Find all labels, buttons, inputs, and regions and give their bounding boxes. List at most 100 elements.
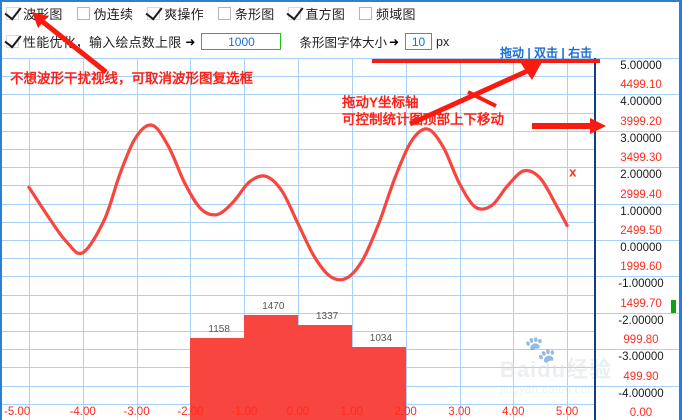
point-limit-input[interactable] [201, 33, 282, 50]
grid-vline [244, 58, 246, 420]
checkbox-bar-chart-box[interactable] [217, 7, 231, 20]
checkbox-waveform-box[interactable] [6, 7, 19, 20]
bar-font-size-input[interactable] [405, 33, 433, 50]
checkbox-frequency-domain-label: 频域图 [376, 7, 416, 22]
arrow-right-icon: ➜ [185, 34, 196, 49]
checkbox-histogram-box[interactable] [288, 7, 302, 20]
plot-area[interactable]: 1158 1470 1337 1034 x [2, 58, 594, 420]
toolbar: 波形图 伪连续 爽操作 条形图 直方图 频域图 [2, 2, 682, 58]
grid-vline [567, 58, 569, 420]
grid-vline [136, 58, 138, 420]
grid-hline [2, 203, 594, 205]
x-axis-tick-label: -2.00 [177, 406, 204, 418]
x-axis-tick-label: -3.00 [123, 406, 150, 418]
waveform-path [27, 123, 569, 282]
y-axis-gridline [596, 130, 682, 132]
checkbox-performance-optimization-label: 性能优化，输入绘点数上限 [23, 35, 182, 50]
y-axis-value-label: 0.00000 [620, 242, 662, 254]
checkbox-bar-chart[interactable]: 条形图 [217, 4, 275, 23]
y-axis-value-label: -4.00000 [618, 387, 664, 400]
x-axis-tick-label: -4.00 [69, 406, 96, 418]
checkbox-pseudo-continuous-box[interactable] [76, 7, 90, 20]
y-axis-value-label: 2.00000 [620, 169, 662, 182]
y-axis-drag-line[interactable] [594, 46, 596, 420]
checkbox-pseudo-continuous[interactable]: 伪连续 [76, 4, 134, 23]
link-sep-2: | [558, 46, 569, 60]
checkbox-pseudo-continuous-label: 伪连续 [93, 7, 134, 22]
grid-hline [2, 276, 594, 278]
checkbox-smooth-operation[interactable]: 爽操作 [147, 4, 204, 23]
checkbox-performance-optimization-box[interactable] [6, 35, 19, 48]
px-unit-label: px [436, 34, 450, 49]
y-axis-count-label: 2999.40 [620, 188, 662, 201]
y-axis-count-label: 2499.50 [620, 225, 662, 237]
arrow-right-icon-2: ➜ [388, 34, 400, 49]
annotation-red-bar [372, 59, 600, 63]
waveform-end-marker: x [569, 165, 577, 180]
x-axis-tick-label: -5.00 [4, 406, 31, 418]
y-axis-count-label: 499.90 [623, 370, 659, 383]
histogram-bars[interactable]: 1158 1470 1337 1034 [2, 58, 594, 420]
annotation-waveform-note: 不想波形干扰视线，可取消波形图复选框 [10, 71, 253, 86]
checkbox-bar-chart-label: 条形图 [234, 7, 275, 22]
y-axis-value-label: 3.00000 [620, 132, 662, 145]
grid-hline-minor [2, 76, 594, 78]
checkbox-histogram[interactable]: 直方图 [288, 4, 345, 23]
grid-vline [351, 58, 353, 420]
y-axis-panel[interactable]: 4999.005.000004499.104.000003999.203.000… [594, 43, 682, 420]
y-axis-count-label: 0.00 [629, 407, 653, 419]
y-axis-gridline [596, 167, 682, 169]
grid-hline [2, 240, 594, 241]
grid-vline [28, 58, 30, 420]
checkbox-performance-optimization[interactable]: 性能优化，输入绘点数上限 [6, 32, 181, 51]
y-axis-count-label: 4499.10 [620, 79, 662, 92]
grid-vline [298, 58, 299, 420]
histogram-bar[interactable] [351, 346, 406, 420]
grid-hline-minor [2, 294, 594, 296]
y-axis-count-label: 3499.30 [620, 152, 662, 165]
y-axis-value-label: 5.00000 [620, 60, 662, 72]
link-drag[interactable]: 拖动 [500, 46, 525, 60]
checkbox-waveform[interactable]: 波形图 [6, 4, 63, 23]
histogram-bar[interactable] [244, 315, 298, 420]
histogram-bar[interactable] [298, 324, 352, 420]
grid-vline [190, 58, 192, 420]
window-right-edge [679, 2, 682, 420]
x-axis-tick-label: 1.00 [340, 406, 363, 418]
y-axis-count-label: 1999.60 [620, 261, 662, 274]
x-axis-tick-label: 5.00 [555, 406, 579, 418]
checkbox-smooth-operation-box[interactable] [147, 7, 161, 20]
grid-hline [2, 94, 594, 96]
grid-hline-minor [2, 185, 594, 187]
grid-hline [2, 58, 594, 59]
checkbox-histogram-label: 直方图 [305, 7, 346, 22]
annotation-drag-axis-note: 拖动Y坐标轴 可控制统计图顶部上下移动 [342, 94, 504, 128]
y-axis-gridline [596, 385, 682, 387]
grid-hline-minor [2, 258, 594, 260]
checkbox-waveform-label: 波形图 [23, 7, 63, 22]
waveform-curve: x [27, 123, 577, 282]
y-axis-gridline [596, 58, 682, 59]
histogram-bar-label: 1337 [316, 310, 339, 322]
axis-action-links[interactable]: 拖动 | 双击 | 右击 [500, 44, 592, 61]
y-axis-count-label: 3999.20 [620, 115, 662, 128]
grid-hline [2, 167, 594, 169]
histogram-bar-label: 1158 [208, 323, 230, 335]
checkbox-frequency-domain-box[interactable] [359, 7, 373, 20]
grid-vline [513, 58, 515, 420]
y-axis-gridline [596, 94, 682, 96]
y-axis-value-label: 4.00000 [620, 96, 662, 109]
histogram-bar[interactable] [190, 337, 245, 420]
link-double-click[interactable]: 双击 [534, 46, 559, 60]
checkbox-frequency-domain[interactable]: 频域图 [359, 4, 416, 23]
x-axis: -5.00 -4.00 -3.00 -2.00 -1.00 0.00 1.00 2.00 3.0… [2, 406, 594, 420]
x-axis-tick-label: 0.00 [286, 406, 310, 418]
grid-hline-minor [2, 112, 594, 114]
y-axis-value-label: -2.00000 [618, 314, 664, 327]
link-right-click[interactable]: 右击 [568, 46, 593, 60]
annotation-drag-axis-line1: 拖动Y坐标轴 [342, 95, 419, 110]
x-axis-tick-label: -1.00 [231, 406, 258, 418]
y-axis-value-label: -3.00000 [618, 351, 664, 364]
y-axis-count-label: 1499.70 [620, 297, 662, 310]
